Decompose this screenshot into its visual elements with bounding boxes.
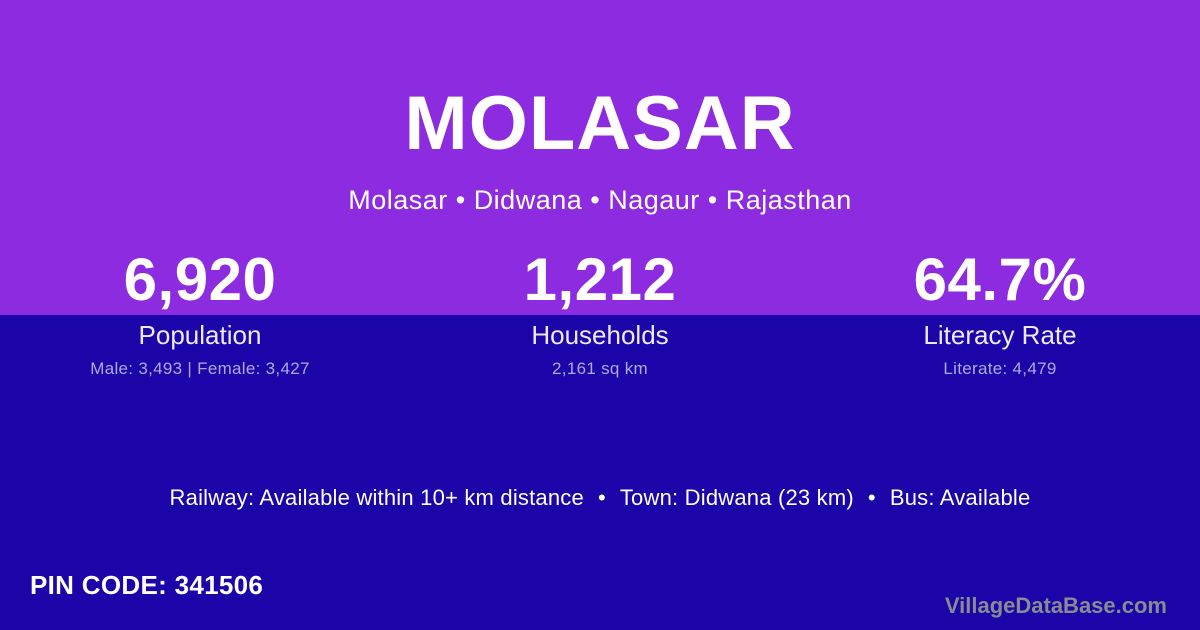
bullet-separator: • [867,485,876,510]
stat-literacy: 64.7% Literacy Rate Literate: 4,479 [800,250,1200,380]
site-watermark: VillageDataBase.com [944,593,1167,618]
stat-households: 1,212 Households 2,161 sq km [400,250,800,380]
literacy-label: Literacy Rate [923,320,1077,350]
bullet-separator: • [597,485,606,510]
pin-code: PIN CODE: 341506 [30,570,264,600]
top-section [0,0,1200,315]
literacy-value: 64.7% [913,246,1087,313]
population-label: Population [138,320,262,350]
households-label: Households [531,320,669,350]
population-value: 6,920 [123,246,277,313]
population-detail: Male: 3,493 | Female: 3,427 [90,359,310,379]
breadcrumb: Molasar • Didwana • Nagaur • Rajasthan [348,185,852,215]
stats-row: 6,920 Population Male: 3,493 | Female: 3… [0,250,1200,380]
households-value: 1,212 [523,246,677,313]
bus-info: Bus: Available [889,485,1031,510]
stat-population: 6,920 Population Male: 3,493 | Female: 3… [0,250,400,380]
households-detail: 2,161 sq km [552,359,648,379]
railway-info: Railway: Available within 10+ km distanc… [169,485,584,510]
town-info: Town: Didwana (23 km) [619,485,854,510]
literacy-detail: Literate: 4,479 [943,359,1057,379]
transport-info-line: Railway: Available within 10+ km distanc… [0,484,1200,513]
page-title: MOLASAR [404,81,796,166]
